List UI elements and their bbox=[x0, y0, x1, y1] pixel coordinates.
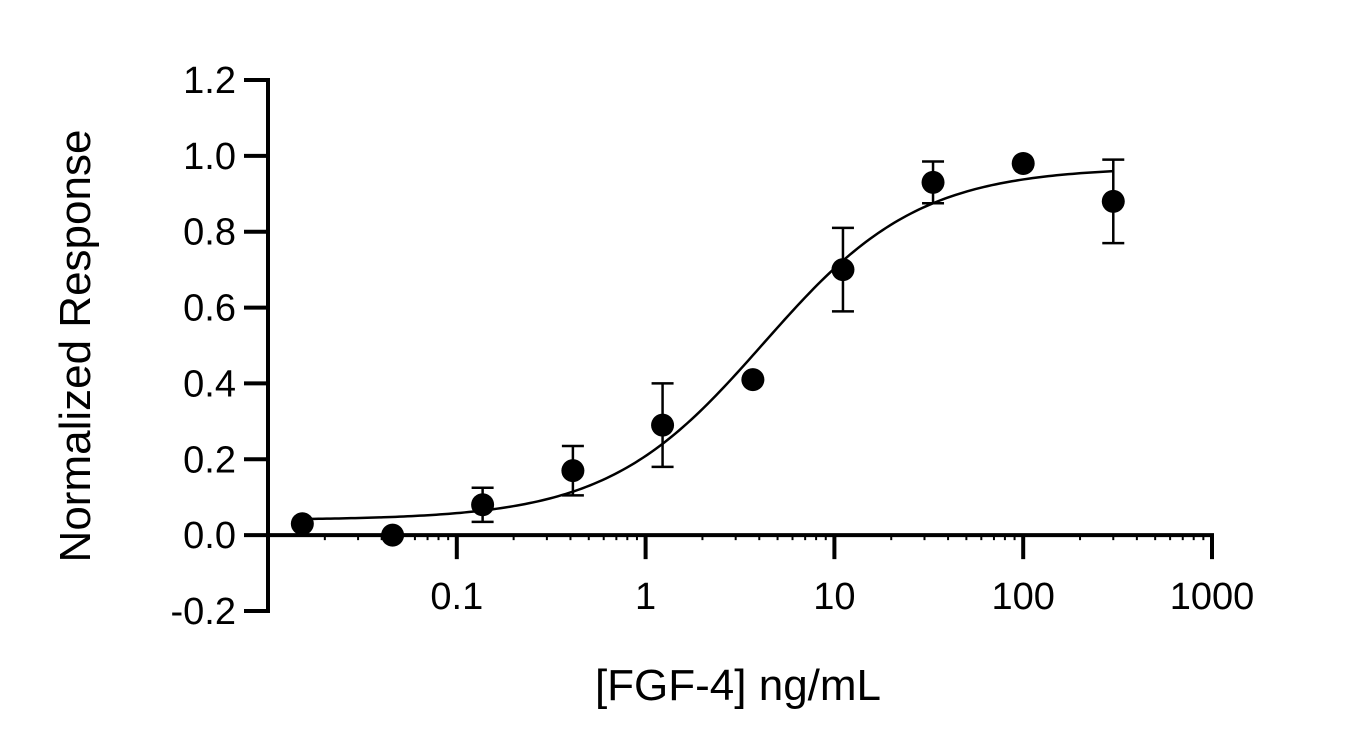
x-tick-label: 10 bbox=[813, 576, 855, 618]
y-tick-label: 0.2 bbox=[183, 439, 236, 481]
x-axis-title: [FGF-4] ng/mL bbox=[595, 661, 881, 710]
x-tick-label: 100 bbox=[991, 576, 1054, 618]
x-tick-label: 1000 bbox=[1170, 576, 1255, 618]
data-point bbox=[381, 523, 405, 547]
y-axis: -0.2 0.0 0.2 0.4 0.6 0.8 1.0 1.2 bbox=[171, 60, 270, 633]
data-point bbox=[651, 413, 675, 437]
y-tick-label: 0.4 bbox=[183, 363, 236, 405]
data-point bbox=[471, 493, 495, 517]
y-tick-label: 0.6 bbox=[183, 288, 236, 330]
data-point bbox=[1101, 189, 1125, 213]
x-tick-label: 0.1 bbox=[430, 576, 483, 618]
data-point bbox=[561, 459, 585, 483]
fit-curve-layer bbox=[302, 169, 1114, 521]
y-tick-label: 0.0 bbox=[183, 515, 236, 557]
data-point bbox=[741, 368, 765, 392]
data-point bbox=[1011, 151, 1035, 175]
y-tick-label: -0.2 bbox=[171, 591, 236, 633]
y-axis-title: Normalized Response bbox=[51, 130, 100, 563]
fit-curve bbox=[302, 169, 1114, 521]
data-point bbox=[290, 512, 314, 536]
y-tick-label: 0.8 bbox=[183, 212, 236, 254]
y-tick-label: 1.0 bbox=[183, 136, 236, 178]
data-points-layer bbox=[290, 151, 1125, 547]
data-point bbox=[831, 258, 855, 282]
x-tick-label: 1 bbox=[635, 576, 656, 618]
y-tick-label: 1.2 bbox=[183, 60, 236, 102]
data-point bbox=[921, 170, 945, 194]
x-axis: 0.1 1 10 100 1000 bbox=[268, 533, 1255, 618]
